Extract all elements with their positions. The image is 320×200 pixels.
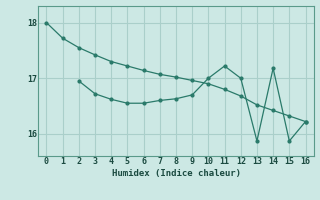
X-axis label: Humidex (Indice chaleur): Humidex (Indice chaleur)	[111, 169, 241, 178]
